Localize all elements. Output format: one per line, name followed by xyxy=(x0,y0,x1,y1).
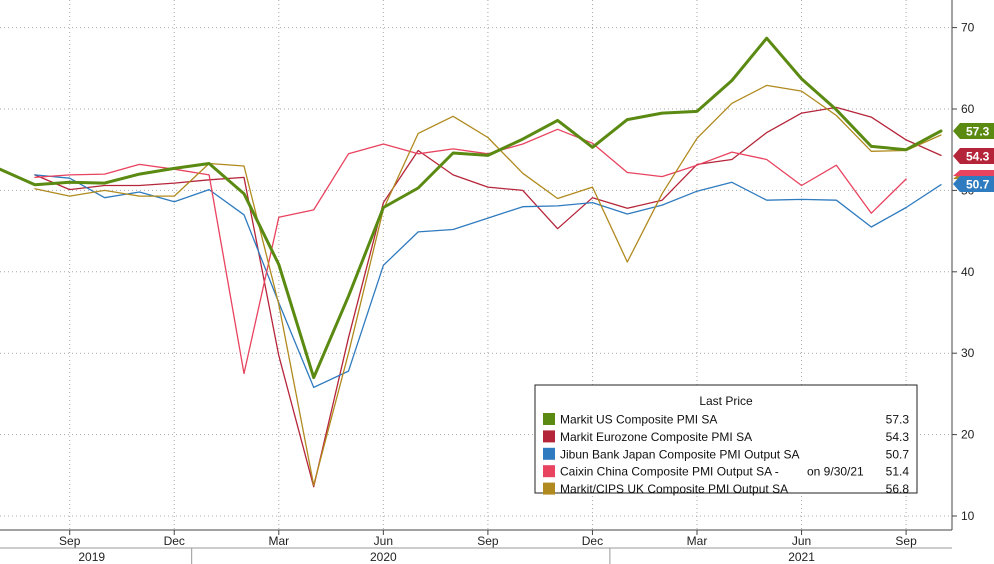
legend-entry-name: Jibun Bank Japan Composite PMI Output SA xyxy=(560,447,799,461)
y-tick-label: 60 xyxy=(961,102,975,116)
series-line-2 xyxy=(34,174,942,389)
x-tick-label: Dec xyxy=(164,534,185,548)
grid-layer xyxy=(0,0,952,530)
y-tick-label: 30 xyxy=(961,346,975,360)
series-layer xyxy=(0,36,943,488)
year-label: 2021 xyxy=(788,550,815,564)
last-price-tag-label: 54.3 xyxy=(966,150,990,164)
legend: Last Price Markit US Composite PMI SA 57.3… xyxy=(534,384,918,496)
y-tick-label: 10 xyxy=(961,509,975,523)
last-price-tags: 57.3 54.3 50.7 xyxy=(953,123,994,192)
legend-swatch xyxy=(543,447,555,460)
legend-entry-name: Caixin China Composite PMI Output SA - xyxy=(560,465,779,479)
last-price-tag xyxy=(953,123,994,139)
series-line-1 xyxy=(34,106,942,488)
y-tick-label: 40 xyxy=(961,265,975,279)
legend-entry-last: 57.3 xyxy=(886,413,910,427)
last-price-tag xyxy=(953,176,994,192)
year-label: 2019 xyxy=(78,550,105,564)
year-label: 2020 xyxy=(370,550,397,564)
x-tick-label: Sep xyxy=(477,534,499,548)
x-tick-label: Jun xyxy=(792,534,811,548)
last-price-tag-label: 57.3 xyxy=(966,125,990,139)
last-price-tag xyxy=(953,148,994,164)
legend-entry-name: Markit Eurozone Composite PMI SA xyxy=(560,430,752,444)
legend-swatch xyxy=(543,413,555,425)
series-line-4 xyxy=(34,84,942,486)
legend-entry-note: on 9/30/21 xyxy=(807,465,864,479)
legend-swatch xyxy=(543,465,555,478)
legend-entry-name: Markit/CIPS UK Composite PMI Output SA xyxy=(560,482,788,496)
y-tick-label: 20 xyxy=(961,428,975,442)
legend-swatch xyxy=(543,482,555,495)
legend-swatch xyxy=(543,430,555,443)
legend-entry-last: 50.7 xyxy=(886,447,910,461)
x-tick-label: Jun xyxy=(374,534,393,548)
legend-title: Last Price xyxy=(699,394,753,408)
last-price-tag-label: 50.7 xyxy=(966,178,990,192)
y-tick-label: 70 xyxy=(961,21,975,35)
series-line-0 xyxy=(0,36,943,380)
legend-entry-name: Markit US Composite PMI SA xyxy=(560,413,717,427)
legend-entry-last: 56.8 xyxy=(886,482,910,496)
legend-box xyxy=(534,384,918,494)
x-tick-label: Mar xyxy=(687,534,708,548)
x-tick-label: Dec xyxy=(582,534,603,548)
legend-entry-last: 54.3 xyxy=(886,430,910,444)
x-tick-label: Mar xyxy=(268,534,289,548)
series-line-3 xyxy=(34,128,907,375)
legend-entry-last: 51.4 xyxy=(886,465,910,479)
x-tick-label: Sep xyxy=(895,534,917,548)
x-tick-label: Sep xyxy=(59,534,81,548)
